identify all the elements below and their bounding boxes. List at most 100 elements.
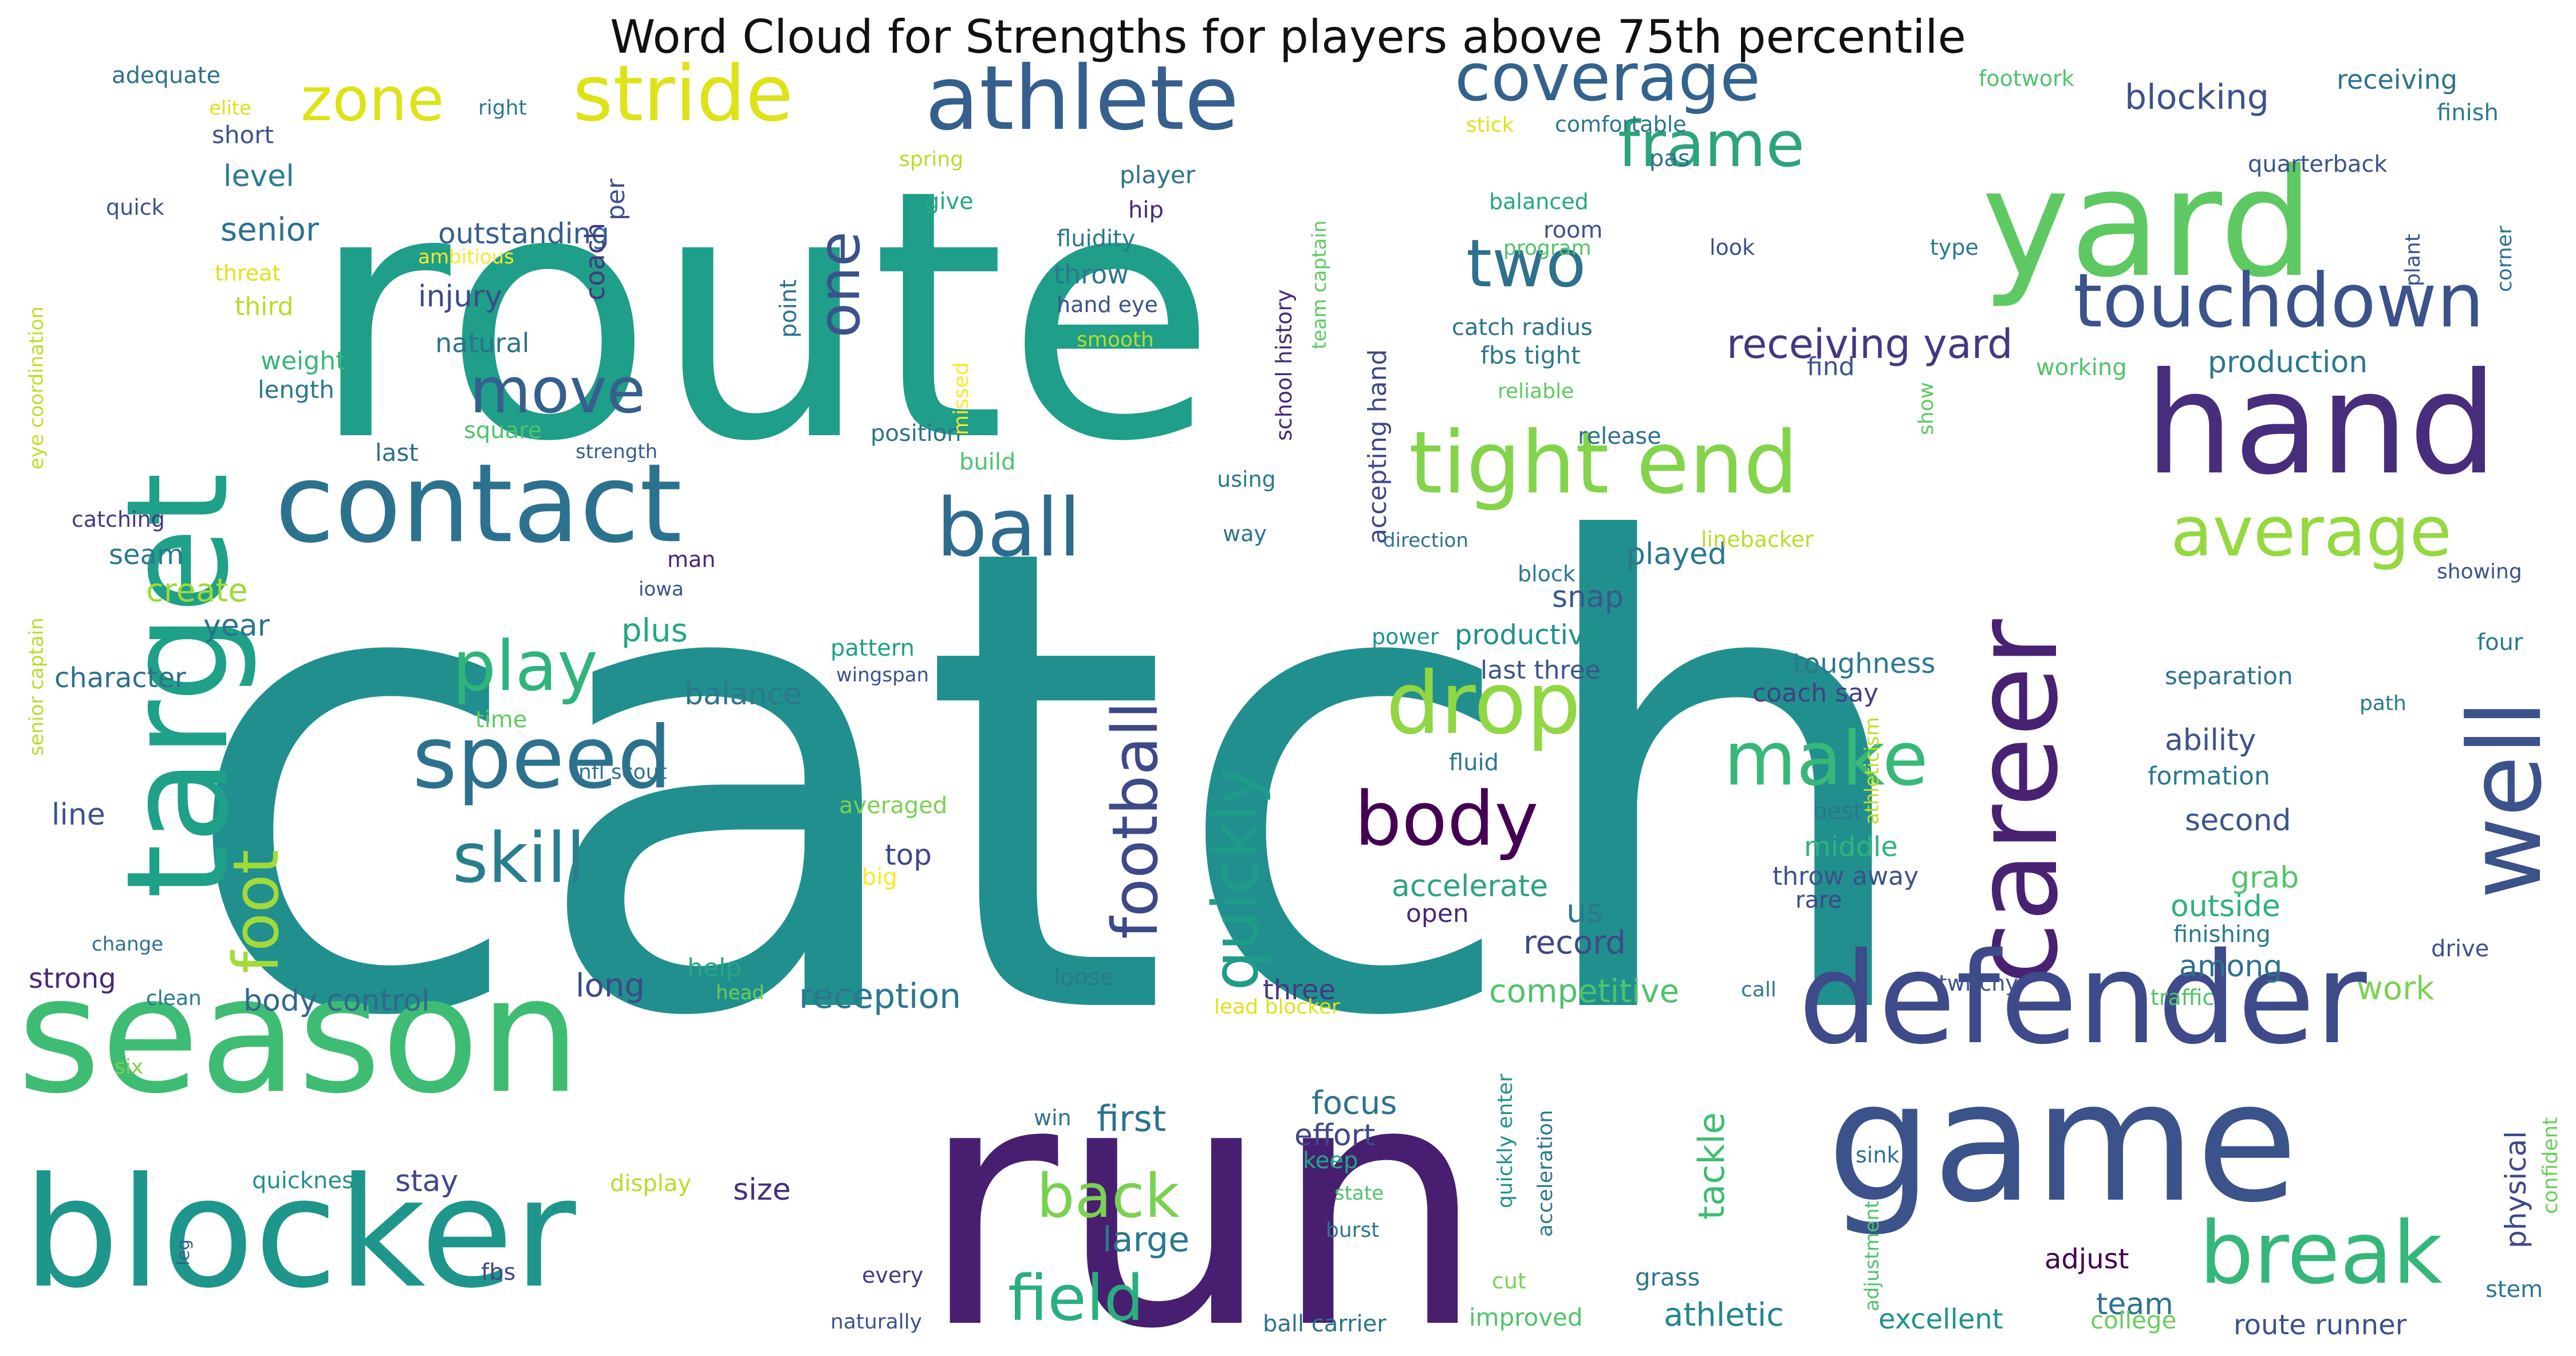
word-find: find xyxy=(1807,352,1855,381)
word-pas: pas xyxy=(1649,145,1690,172)
word-adjustment: adjustment xyxy=(1861,1201,1884,1311)
word-touchdown: touchdown xyxy=(2073,257,2484,344)
word-blocker: blocker xyxy=(23,1145,578,1322)
word-record: record xyxy=(1523,924,1626,961)
word-right: right xyxy=(478,96,527,120)
word-player: player xyxy=(1120,161,1196,189)
word-catch: catch xyxy=(178,412,1926,1156)
word-coach-say: coach say xyxy=(1752,679,1878,708)
word-physical: physical xyxy=(2499,1131,2532,1248)
word-well: well xyxy=(2448,700,2564,899)
word-every: every xyxy=(862,1263,923,1288)
word-showing: showing xyxy=(2437,560,2522,584)
word-man: man xyxy=(667,547,715,572)
word-missed: missed xyxy=(950,362,973,435)
word-competitive: competitive xyxy=(1489,973,1679,1010)
word-football: football xyxy=(1098,701,1172,939)
word-stem: stem xyxy=(2486,1276,2543,1303)
word-balance: balance xyxy=(684,677,802,712)
word-twitchy: twitchy xyxy=(1939,971,2018,996)
word-hand: hand xyxy=(2145,342,2498,506)
word-ambitious: ambitious xyxy=(418,246,514,269)
word-catching: catching xyxy=(72,507,165,532)
word-long: long xyxy=(576,967,645,1004)
word-lead-blocker: lead blocker xyxy=(1214,995,1340,1019)
word-leg: leg xyxy=(174,1239,194,1266)
word-one: one xyxy=(806,231,873,338)
word-strength: strength xyxy=(576,440,657,463)
word-game: game xyxy=(1827,1046,2298,1239)
word-loose: loose xyxy=(1054,964,1114,991)
word-middle: middle xyxy=(1804,831,1898,863)
word-drop: drop xyxy=(1386,654,1581,754)
word-blocking: blocking xyxy=(2125,77,2269,117)
word-cut: cut xyxy=(1492,1268,1526,1294)
word-fluid: fluid xyxy=(1449,750,1499,776)
word-acceleration: acceleration xyxy=(1534,1110,1557,1237)
word-production: production xyxy=(2208,345,2368,380)
word-excellent: excellent xyxy=(1878,1303,2003,1335)
word-quickly-enter: quickly enter xyxy=(1494,1074,1517,1208)
word-averaged: averaged xyxy=(839,793,947,819)
word-speed: speed xyxy=(412,708,672,808)
word-average: average xyxy=(2171,492,2452,572)
word-tight-end: tight end xyxy=(1409,413,1798,513)
word-route-runner: route runner xyxy=(2234,1309,2407,1341)
word-threat: threat xyxy=(215,261,281,286)
word-last: last xyxy=(375,439,419,467)
word-body-control: body control xyxy=(243,984,430,1018)
word-move: move xyxy=(470,354,645,427)
word-route: route xyxy=(309,116,1217,517)
word-create: create xyxy=(146,572,248,609)
word-run: run xyxy=(919,1010,1486,1347)
word-change: change xyxy=(92,933,163,956)
word-quickness: quickness xyxy=(252,1168,366,1194)
word-third: third xyxy=(235,292,294,321)
word-athletic: athletic xyxy=(1664,1296,1784,1334)
word-field: field xyxy=(1008,1262,1144,1335)
word-size: size xyxy=(733,1173,791,1207)
word-type: type xyxy=(1930,235,1979,260)
word-focus: focus xyxy=(1311,1085,1397,1122)
word-footwork: footwork xyxy=(1979,66,2074,91)
word-team: team xyxy=(2096,1287,2173,1322)
word-point: point xyxy=(775,279,802,338)
word-throw-away: throw away xyxy=(1773,862,1919,891)
word-short: short xyxy=(212,121,274,149)
word-first: first xyxy=(1097,1098,1166,1140)
word-head: head xyxy=(716,981,765,1004)
word-top: top xyxy=(885,838,932,872)
word-yard: yard xyxy=(1982,137,2314,310)
word-snap: snap xyxy=(1552,580,1624,614)
word-career: career xyxy=(1950,619,2083,985)
word-coverage: coverage xyxy=(1455,62,1760,116)
word-zone: zone xyxy=(301,65,444,135)
word-power: power xyxy=(1372,624,1439,649)
word-grab: grab xyxy=(2231,861,2299,895)
word-quickly: quickly xyxy=(1199,767,1272,991)
word-outside: outside xyxy=(2171,889,2280,924)
word-quick: quick xyxy=(106,195,164,220)
word-look: look xyxy=(1710,235,1755,260)
word-injury: injury xyxy=(418,279,502,314)
word-body: body xyxy=(1354,775,1539,862)
word-balanced: balanced xyxy=(1489,189,1589,214)
word-traffic: traffic xyxy=(2150,985,2214,1010)
word-open: open xyxy=(1406,899,1469,928)
word-work: work xyxy=(2357,970,2435,1007)
word-block: block xyxy=(1518,561,1575,586)
word-target: target xyxy=(96,472,259,899)
word-elite: elite xyxy=(209,97,251,120)
word-accepting-hand: accepting hand xyxy=(1363,349,1392,544)
word-character: character xyxy=(54,662,186,694)
word-throw: throw xyxy=(1054,259,1129,290)
word-working: working xyxy=(2036,354,2127,381)
word-way: way xyxy=(1223,521,1267,546)
word-seam: seam xyxy=(109,539,184,571)
word-break: break xyxy=(2199,1204,2443,1303)
word-last-three: last three xyxy=(1480,656,1601,685)
word-show: show xyxy=(1915,382,1938,435)
word-grass: grass xyxy=(1635,1263,1700,1291)
word-senior: senior xyxy=(220,211,320,249)
